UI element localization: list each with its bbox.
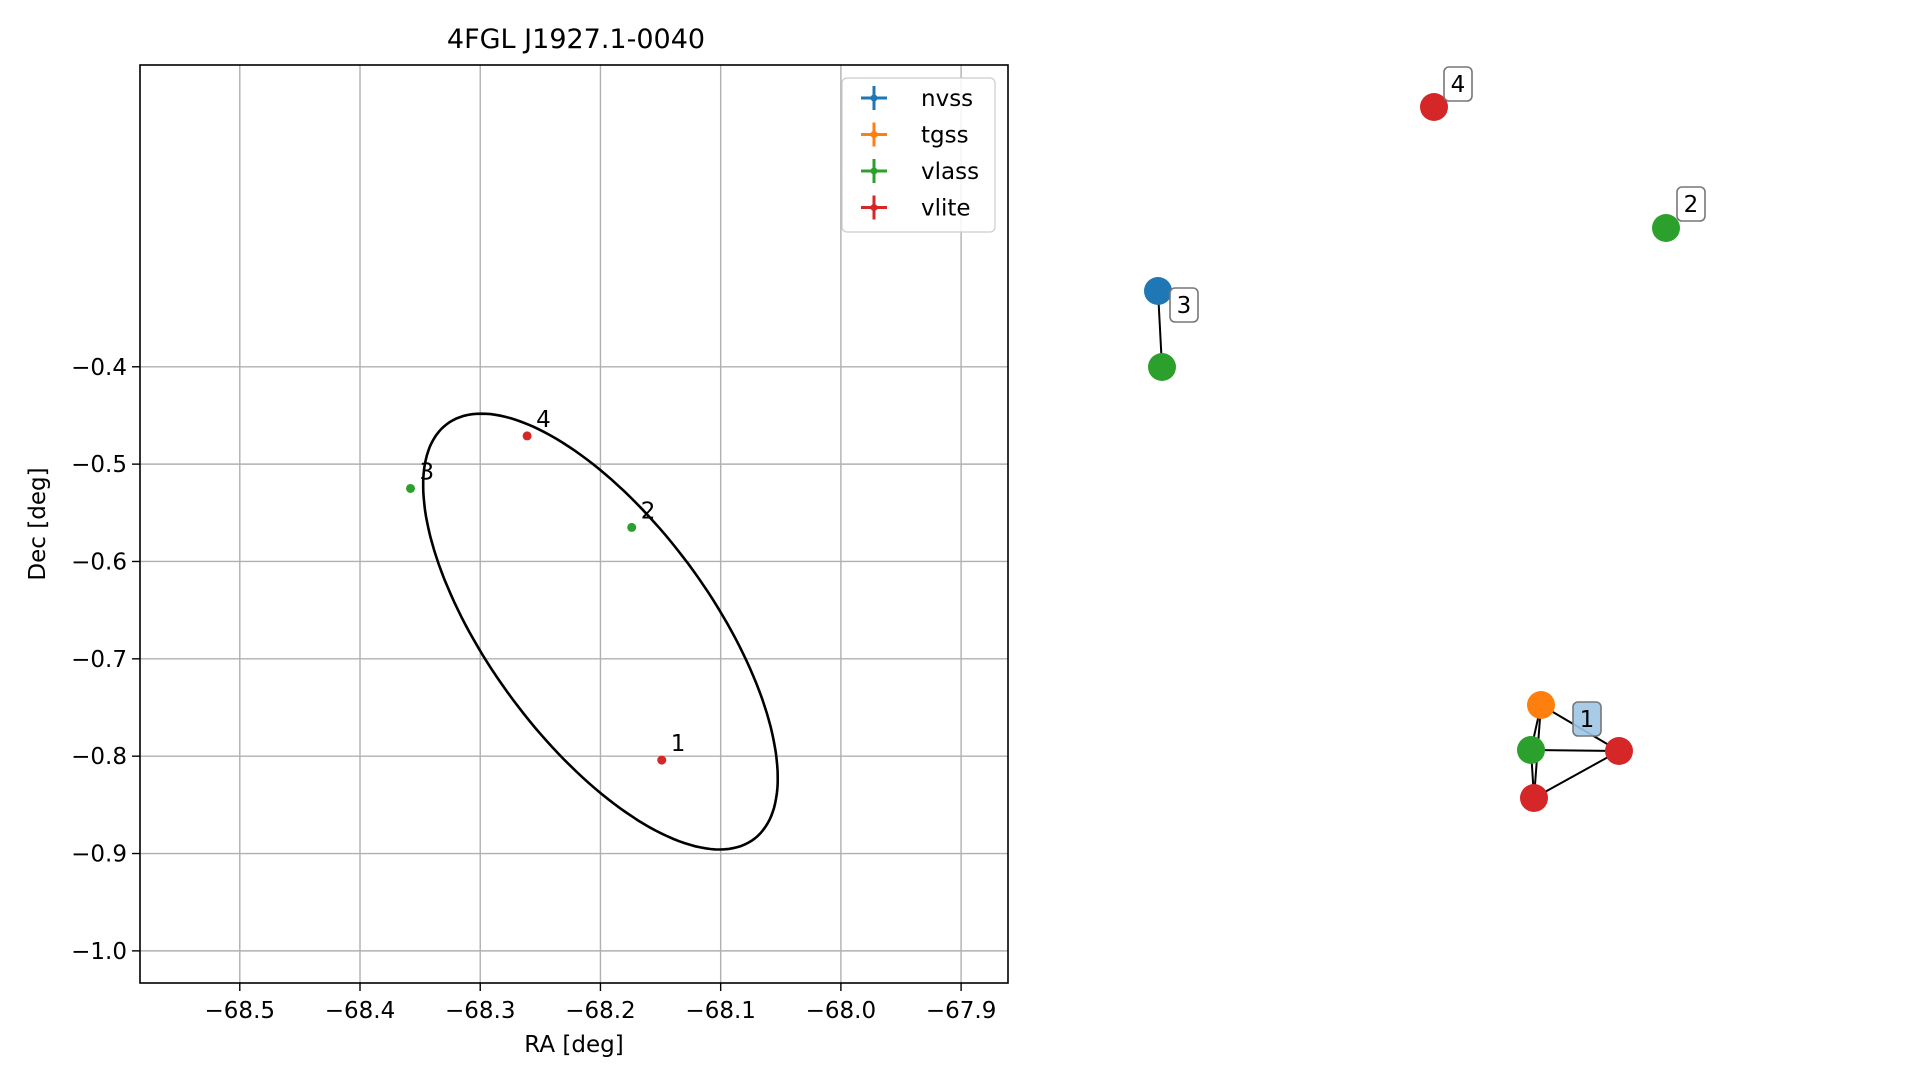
graph-node [1520, 784, 1548, 812]
y-tick-label: −0.6 [71, 549, 127, 575]
data-point-3 [405, 483, 415, 493]
graph-label: 4 [1451, 72, 1466, 98]
legend-marker [870, 131, 878, 138]
y-tick-label: −0.8 [71, 744, 127, 770]
y-tick-label: −0.7 [71, 647, 127, 673]
y-axis-label: Dec [deg] [25, 467, 51, 580]
point-label: 4 [536, 407, 551, 433]
data-point-4 [522, 431, 532, 441]
legend: nvss tgss vlass vlite [841, 77, 996, 233]
error-ellipse-layer [421, 412, 779, 851]
legend-marker [870, 204, 878, 211]
legend-marker [870, 94, 878, 102]
y-tick-label: −0.9 [71, 842, 127, 868]
crossmatch-graph: 2 3 4 1 [1144, 66, 1706, 812]
point-label: 1 [671, 731, 686, 757]
x-tick-label: −68.0 [806, 998, 876, 1024]
y-tick-label: −1.0 [71, 939, 127, 965]
graph-node [1144, 277, 1172, 305]
x-axis-label: RA [deg] [524, 1032, 623, 1058]
graph-label-box [1443, 66, 1473, 102]
x-tick-label: −68.3 [445, 998, 515, 1024]
legend-marker [870, 167, 878, 175]
x-tick-label: −68.5 [205, 998, 275, 1024]
graph-label: 1 [1580, 707, 1595, 733]
x-tick-label: −67.9 [926, 998, 996, 1024]
x-tick-label: −68.2 [565, 998, 635, 1024]
legend-label: vlite [921, 196, 971, 222]
error-ellipse [421, 412, 779, 851]
graph-node [1420, 93, 1448, 121]
legend-label: tgss [921, 123, 969, 149]
legend-label: vlass [921, 159, 979, 185]
legend-label: nvss [921, 86, 973, 112]
y-axis-ticks: −0.4 −0.5 −0.6 −0.7 −0.8 −0.9 −1.0 [71, 355, 140, 965]
plot-frame [139, 64, 1009, 984]
graph-node [1605, 737, 1633, 765]
graph-edge [1533, 750, 1620, 799]
x-tick-label: −68.4 [325, 998, 395, 1024]
y-tick-label: −0.4 [71, 355, 127, 381]
y-tick-label: −0.5 [71, 452, 127, 478]
graph-label-box [1572, 701, 1602, 737]
graph-node [1652, 214, 1680, 242]
graph-edges [1157, 290, 1620, 799]
graph-node [1517, 736, 1545, 764]
graph-edge [1530, 749, 1620, 752]
points-layer: 1 2 3 4 [405, 407, 686, 765]
legend-box [841, 77, 996, 233]
x-tick-label: −68.1 [685, 998, 755, 1024]
data-point-2 [627, 522, 637, 532]
graph-node [1148, 353, 1176, 381]
graph-label-box [1676, 186, 1706, 222]
graph-label: 3 [1177, 293, 1192, 319]
x-axis-ticks: −68.5 −68.4 −68.3 −68.2 −68.1 −68.0 −67.9 [205, 983, 996, 1024]
graph-label: 2 [1684, 192, 1699, 218]
chart-title: 4FGL J1927.1-0040 [447, 24, 705, 55]
graph-node [1527, 691, 1555, 719]
point-label: 2 [641, 498, 656, 524]
graph-nodes [1144, 93, 1680, 812]
point-label: 3 [419, 459, 434, 485]
graph-label-box [1169, 287, 1199, 323]
data-point-1 [657, 755, 667, 765]
graph-labels: 2 3 4 1 [1169, 66, 1706, 737]
grid [140, 65, 1008, 983]
